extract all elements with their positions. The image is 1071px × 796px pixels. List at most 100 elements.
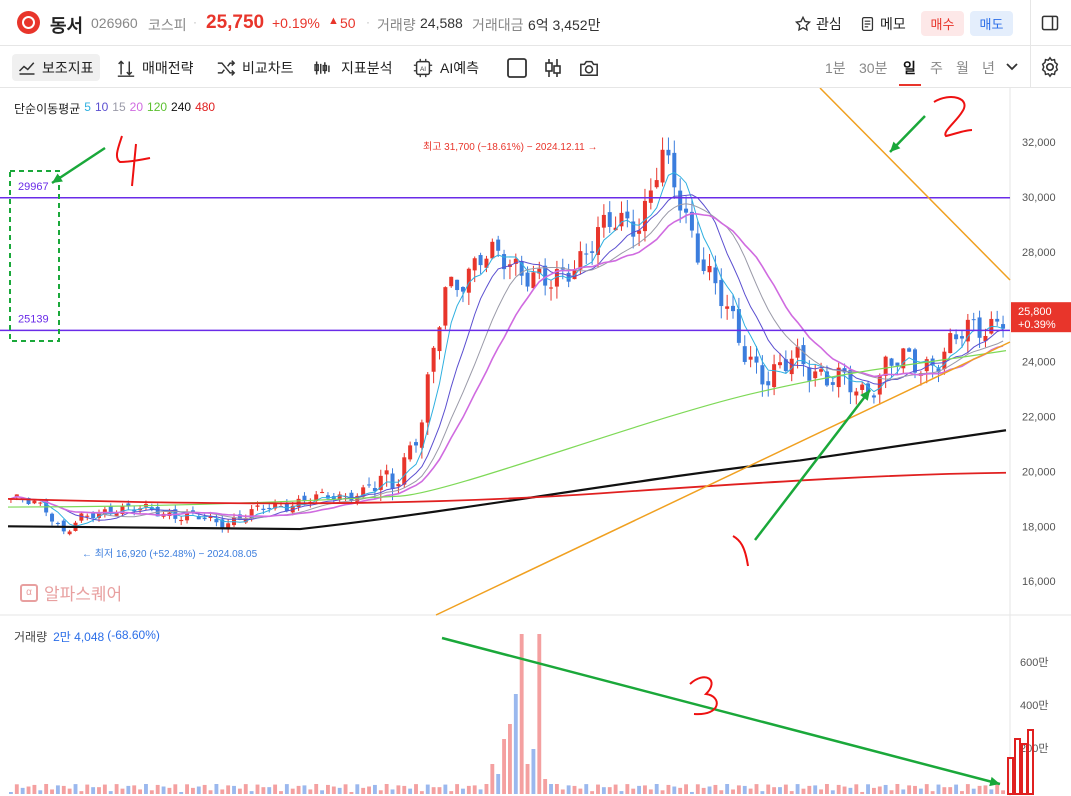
compare-button[interactable]: 비교차트 <box>216 54 294 81</box>
watermark: α 알파스퀘어 <box>20 580 122 605</box>
watchlist-button[interactable]: 관심 <box>794 11 842 36</box>
candle-body <box>425 374 430 423</box>
period-30min[interactable]: 30분 <box>859 60 888 76</box>
star-icon <box>794 15 812 31</box>
arrow-1 <box>754 389 871 541</box>
volume-bar <box>484 784 489 794</box>
chevron-down-icon[interactable] <box>1006 62 1018 72</box>
sell-button[interactable]: 매도 <box>970 11 1013 36</box>
ma120-label: 120 <box>147 100 168 114</box>
candle-body <box>801 345 806 365</box>
volume-bar <box>478 789 483 794</box>
candle-body <box>607 212 612 227</box>
analysis-label: 지표분석 <box>341 59 393 76</box>
candle-body <box>449 276 454 287</box>
volume-bar <box>871 787 876 794</box>
candle-body <box>214 519 219 523</box>
ma20-label: 20 <box>129 100 144 114</box>
candle-body <box>543 265 548 286</box>
volume-bar <box>660 790 665 794</box>
volume-bar <box>584 784 589 794</box>
volume-bar <box>414 784 418 794</box>
candle-body <box>566 272 571 282</box>
settings-gear-icon[interactable] <box>1039 56 1061 78</box>
candle-body <box>202 517 207 520</box>
candle-body <box>302 495 307 502</box>
indicator-icon <box>18 61 35 75</box>
volume-bar <box>108 791 113 794</box>
candle-body <box>936 368 941 373</box>
volume-bar <box>789 791 794 794</box>
volume-bar <box>232 785 236 794</box>
candle-body <box>731 305 736 312</box>
volume-bar <box>971 788 976 794</box>
volume-bar <box>842 786 847 794</box>
camera-icon[interactable] <box>578 58 600 78</box>
volume-bar <box>144 784 148 794</box>
strategy-button[interactable]: 매매전략 <box>116 54 194 81</box>
volume-bar <box>120 788 125 794</box>
ma240-label: 240 <box>171 100 192 114</box>
volume-bar <box>543 779 548 794</box>
analysis-button[interactable]: 지표분석 <box>313 54 393 81</box>
arrow-4 <box>51 146 106 185</box>
candle-icon[interactable] <box>543 57 563 79</box>
candle-body <box>695 233 700 263</box>
candle-body <box>995 318 1000 322</box>
volume-value: 24,588 <box>420 15 463 31</box>
period-1min[interactable]: 1분 <box>825 60 846 76</box>
memo-button[interactable]: 메모 <box>859 11 906 36</box>
ma480-line <box>7 471 1007 505</box>
volume-bar <box>466 785 471 794</box>
candle-body <box>660 149 665 183</box>
volume-bar <box>960 791 964 794</box>
candle-body <box>314 494 319 502</box>
period-year[interactable]: 년 <box>982 60 995 76</box>
candle-body <box>261 508 266 510</box>
volume-bar <box>220 789 225 794</box>
volume-bar <box>736 785 741 794</box>
highlight-volume-bar <box>1027 729 1034 795</box>
volume-bar <box>572 785 577 794</box>
arrow-3-head <box>989 776 1000 787</box>
candle-body <box>637 230 642 234</box>
candle-body <box>549 287 554 289</box>
candle-body <box>120 506 125 514</box>
volume-bar <box>854 784 859 794</box>
candle-body <box>901 348 906 369</box>
side-panel-icon[interactable] <box>1040 13 1060 33</box>
volume-bar <box>819 789 824 794</box>
volume-bar <box>613 784 618 794</box>
separator-dot: · <box>193 15 197 29</box>
ma10-label: 10 <box>94 100 109 114</box>
volume-bar <box>26 786 31 794</box>
period-month[interactable]: 월 <box>956 60 969 76</box>
volume-bar <box>161 786 166 794</box>
volume-bar <box>261 787 266 794</box>
volume-bar <box>314 784 319 794</box>
chart-type-icon[interactable] <box>507 58 527 78</box>
indicators-button[interactable]: 보조지표 <box>12 54 100 81</box>
period-week[interactable]: 주 <box>930 60 943 76</box>
volume-bar <box>326 784 330 794</box>
candle-body <box>226 523 231 530</box>
ai-predict-button[interactable]: AI AI예측 <box>412 54 479 81</box>
ma120-line <box>7 350 1007 508</box>
candle-body <box>14 494 19 497</box>
volume-bar <box>85 784 90 794</box>
volume-bar <box>202 784 207 794</box>
volume-bar <box>713 784 718 794</box>
divider <box>1030 0 1031 46</box>
candle-body <box>466 268 471 293</box>
ma15-label: 15 <box>112 100 126 114</box>
volume-bar <box>50 789 54 794</box>
volume-bar <box>866 784 870 794</box>
candle-body <box>243 518 248 523</box>
buy-button[interactable]: 매수 <box>921 11 964 36</box>
price-chart[interactable]: 32,00030,00028,00026,00024,00022,00020,0… <box>0 88 1071 796</box>
candle-body <box>384 470 389 475</box>
volume-bar <box>378 790 383 794</box>
candle-body <box>595 227 600 255</box>
period-day[interactable]: 일 <box>903 60 916 76</box>
